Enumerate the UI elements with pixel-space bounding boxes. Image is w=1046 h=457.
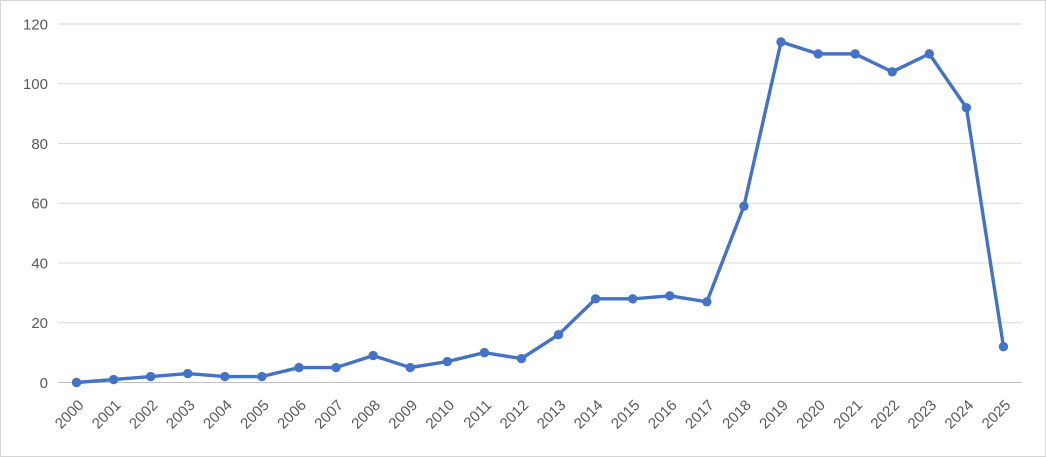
x-axis-tick-label: 2000 <box>52 397 88 433</box>
x-axis-tick-label: 2019 <box>756 397 792 433</box>
data-point-marker <box>183 368 193 379</box>
x-axis-tick-label: 2002 <box>126 397 162 433</box>
data-point-marker <box>998 341 1009 352</box>
x-axis-tick-label: 2003 <box>163 397 199 433</box>
x-axis-tick-label: 2009 <box>385 397 421 433</box>
data-point-marker <box>590 294 601 304</box>
data-point-marker <box>627 294 638 304</box>
data-point-marker <box>516 353 527 364</box>
x-axis-tick-label: 2022 <box>867 397 903 433</box>
x-axis-tick-label: 2012 <box>497 397 533 433</box>
x-axis-tick-label: 2015 <box>608 397 644 433</box>
data-point-marker <box>702 297 712 307</box>
x-axis-tick-label: 2017 <box>682 397 718 433</box>
data-point-marker <box>924 49 935 59</box>
x-axis-tick-label: 2014 <box>571 397 607 433</box>
y-axis-tick-label: 20 <box>31 315 48 332</box>
y-axis-tick-label: 40 <box>31 255 48 272</box>
x-axis-tick-label: 2006 <box>274 397 310 433</box>
x-axis-tick-label: 2020 <box>793 397 829 433</box>
data-point-marker <box>71 377 82 388</box>
data-point-marker <box>553 330 564 340</box>
x-axis-tick-label: 2025 <box>979 397 1015 433</box>
data-point-marker <box>220 371 230 382</box>
data-point-marker <box>331 362 341 373</box>
x-axis-tick-label: 2024 <box>942 397 978 433</box>
y-axis-tick-label: 120 <box>23 16 48 33</box>
x-axis-tick-label: 2023 <box>905 397 941 433</box>
data-series-group <box>71 37 1009 388</box>
data-point-marker <box>665 291 675 301</box>
x-axis-tick-label: 2011 <box>460 397 495 432</box>
data-point-marker <box>887 67 897 77</box>
data-point-marker <box>405 362 415 373</box>
data-line <box>74 40 1006 385</box>
y-axis-tick-label: 60 <box>31 196 48 213</box>
x-axis-tick-label: 2010 <box>423 397 459 433</box>
x-axis-tick-label: 2013 <box>534 397 570 433</box>
data-point-marker <box>294 362 304 373</box>
y-axis-tick-label: 100 <box>23 76 48 93</box>
x-axis-tick-label: 2018 <box>719 397 755 433</box>
x-axis-tick-label: 2008 <box>348 397 384 433</box>
x-axis-tick-label: 2016 <box>645 397 681 433</box>
data-point-marker <box>776 37 786 47</box>
x-axis-tick-label: 2004 <box>200 397 236 433</box>
y-axis-tick-label: 0 <box>40 375 48 392</box>
x-axis-tick-labels: 2000 2001 2002 2003 2004 2005 2006 2007 2008 2009… <box>52 397 1015 433</box>
data-point-marker <box>442 356 453 367</box>
x-axis-tick-label: 2007 <box>311 397 347 433</box>
data-point-marker <box>813 49 823 59</box>
data-point-marker <box>145 371 156 382</box>
data-point-marker <box>108 374 119 385</box>
data-point-marker <box>739 201 749 211</box>
data-point-marker <box>850 49 860 59</box>
y-axis-tick-labels: 0 20 40 60 80 100 120 <box>23 16 48 392</box>
x-axis-tick-label: 2005 <box>237 397 273 433</box>
y-axis-tick-label: 80 <box>31 136 48 153</box>
gridline-group <box>58 23 1022 383</box>
data-point-marker <box>479 347 490 358</box>
data-point-marker <box>257 371 267 382</box>
data-point-marker <box>961 102 972 113</box>
data-point-marker <box>368 350 378 361</box>
x-axis-tick-label: 2001 <box>89 397 125 433</box>
x-axis-tick-label: 2021 <box>830 397 866 433</box>
